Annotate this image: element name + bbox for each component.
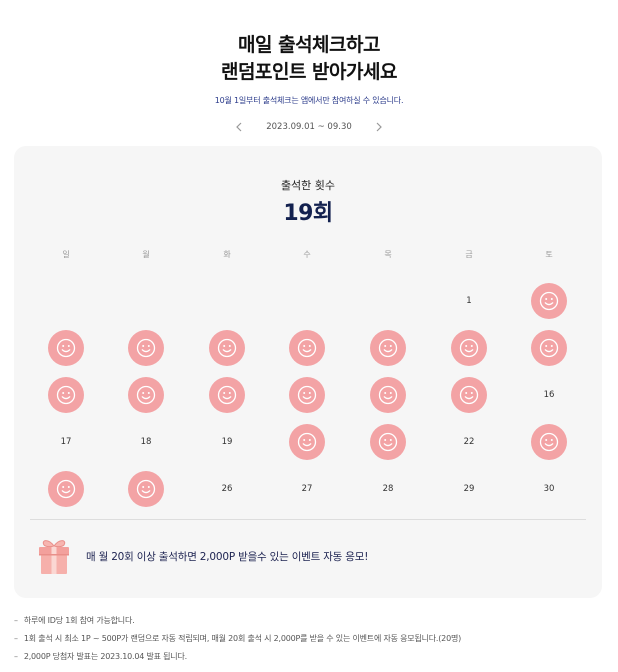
weekday-mon: 월 [142,250,150,259]
event-banner: 매 월 20회 이상 출석하면 2,000P 받을수 있는 이벤트 자동 응모! [36,537,368,575]
smiley-icon [217,385,237,405]
smiley-icon [136,479,156,499]
page-title: 매일 출석체크하고 랜덤포인트 받아가세요 [0,32,618,86]
smiley-icon [459,385,479,405]
app-only-notice: 10월 1일부터 출석체크는 앱에서만 참여하실 수 있습니다. [214,96,404,105]
attendance-stamp [289,377,325,413]
smiley-icon [297,338,317,358]
smiley-icon [378,338,398,358]
smiley-icon [539,432,559,452]
weekday-thu: 목 [384,250,392,259]
divider [30,519,586,520]
period-text: 2023.09.01 ~ 09.30 [266,122,352,132]
attendance-stamp [531,283,567,319]
calendar-day: 30 [543,484,555,494]
gift-icon [39,540,69,574]
smiley-icon [378,432,398,452]
smiley-icon [56,338,76,358]
smiley-icon [56,385,76,405]
calendar-day: 18 [140,437,152,447]
page-header: 매일 출석체크하고 랜덤포인트 받아가세요 10월 1일부터 출석체크는 앱에서… [0,0,618,134]
attendance-stamp [531,330,567,366]
smiley-icon [136,385,156,405]
smiley-icon [297,432,317,452]
calendar-day: 28 [382,484,394,494]
chevron-left-icon [236,122,242,132]
weekday-tue: 화 [223,250,231,259]
weekday-fri: 금 [465,250,473,259]
smiley-icon [217,338,237,358]
calendar-day: 17 [60,437,72,447]
attendance-count-value: 19회 [283,201,333,226]
attendance-stamp [370,424,406,460]
smiley-icon [297,385,317,405]
attendance-stamp [128,330,164,366]
attendance-stamp [370,330,406,366]
attendance-stamp [289,330,325,366]
calendar-day: 26 [221,484,233,494]
attendance-stamp [451,377,487,413]
calendar-day: 1 [466,296,472,306]
calendar-day: 22 [463,437,475,447]
attendance-stamp [289,424,325,460]
attendance-stamp [48,377,84,413]
weekday-sun: 일 [62,250,70,259]
notice-item: 2,000P 당첨자 발표는 2023.10.04 발표 됩니다. [14,648,461,666]
smiley-icon [136,338,156,358]
prev-month-button[interactable] [232,120,246,134]
smiley-icon [459,338,479,358]
event-text: 매 월 20회 이상 출석하면 2,000P 받을수 있는 이벤트 자동 응모! [86,550,369,563]
attendance-stamp [48,471,84,507]
calendar-day: 27 [301,484,313,494]
smiley-icon [539,338,559,358]
calendar-day: 19 [221,437,233,447]
calendar-day: 29 [463,484,475,494]
attendance-stamp [451,330,487,366]
notice-list: 하루에 ID당 1회 참여 가능합니다. 1회 출석 시 최소 1P ~ 500… [14,612,461,666]
weekday-sat: 토 [545,250,553,259]
chevron-right-icon [376,122,382,132]
title-line-2: 랜덤포인트 받아가세요 [221,61,397,83]
attendance-card: 출석한 횟수 19회 일 월 화 수 목 금 토 1 16 17 18 19 22 26 27 28 29 30 … [14,146,602,598]
weekday-wed: 수 [303,250,311,259]
smiley-icon [539,291,559,311]
period-navigator: 2023.09.01 ~ 09.30 [0,120,618,134]
calendar-day: 16 [543,390,555,400]
next-month-button[interactable] [372,120,386,134]
smiley-icon [56,479,76,499]
title-line-1: 매일 출석체크하고 [238,34,380,56]
attendance-stamp [48,330,84,366]
attendance-stamp [209,330,245,366]
notice-item: 1회 출석 시 최소 1P ~ 500P가 랜덤으로 자동 적립되며, 매월 2… [14,630,461,648]
attendance-stamp [370,377,406,413]
attendance-count-label: 출석한 횟수 [280,179,336,192]
attendance-stamp [128,377,164,413]
attendance-stamp [531,424,567,460]
attendance-stamp [128,471,164,507]
notice-item: 하루에 ID당 1회 참여 가능합니다. [14,612,461,630]
smiley-icon [378,385,398,405]
attendance-stamp [209,377,245,413]
